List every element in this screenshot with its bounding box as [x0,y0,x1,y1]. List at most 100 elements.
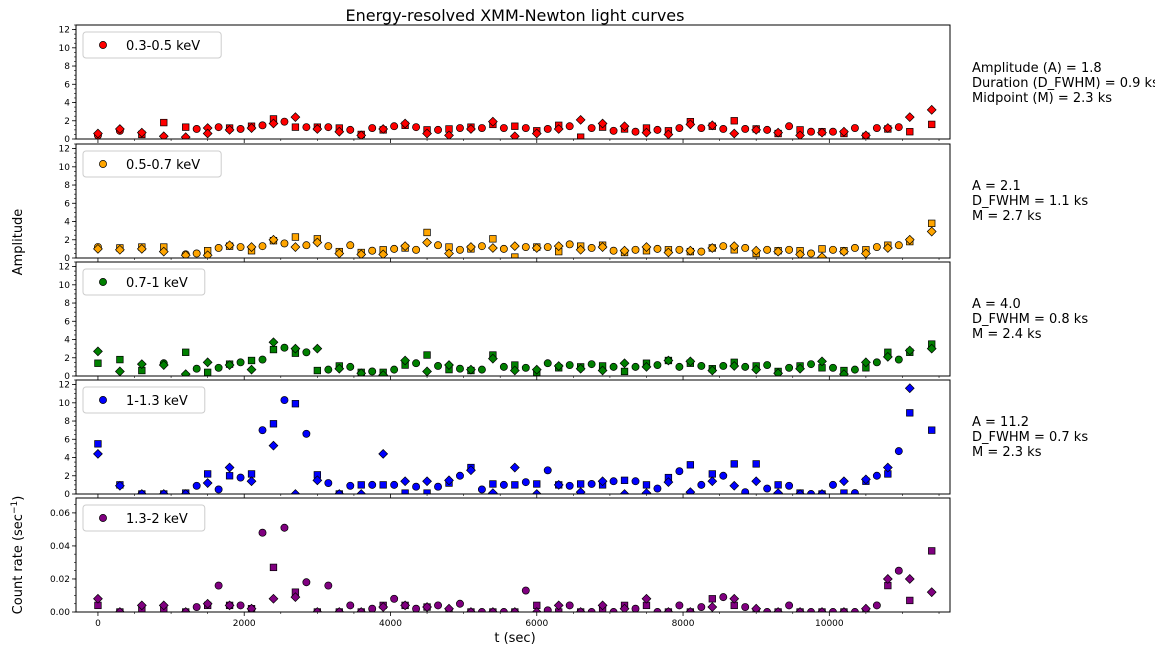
data-point [685,119,696,130]
y-tick-label: 8 [64,62,70,72]
data-point [368,480,377,489]
legend: 1.3-2 keV [82,504,206,532]
data-point [400,241,411,252]
data-point [763,608,772,612]
y-tick-label: 10 [59,44,71,54]
data-point [422,366,432,376]
data-point [795,130,805,139]
data-point [258,355,267,364]
data-point [587,480,596,488]
data-point [575,363,586,374]
data-point [434,241,442,250]
data-point [487,116,498,127]
data-point [202,598,213,609]
data-point [729,480,740,491]
legend-marker [99,160,107,168]
data-point [631,477,640,486]
data-point [378,448,389,459]
data-point [93,346,103,357]
data-point [180,250,191,258]
data-point [224,360,235,370]
data-point [531,489,542,494]
data-point [631,604,640,612]
data-point [829,127,837,136]
data-point [785,363,794,372]
data-point [686,461,695,469]
data-point [114,124,125,134]
data-point [817,127,827,138]
data-point [763,361,772,370]
x-tick-label: 6000 [525,619,548,629]
data-point [236,358,245,367]
data-point [258,121,267,130]
data-point [346,125,355,134]
x-tick-label: 0 [95,619,101,629]
data-point [894,447,903,456]
data-point [182,348,190,356]
data-point [620,476,629,484]
data-point [926,587,937,598]
data-point [839,246,849,257]
data-point [444,360,454,370]
data-point [619,603,630,612]
data-point [619,245,630,256]
data-point [368,246,377,255]
data-point [346,241,355,250]
fit-annotation: A = 11.2D_FWHM = 0.7 ksM = 2.3 ks [972,415,1088,460]
data-point [114,607,125,612]
data-point [795,489,805,494]
fit-annotation-line: A = 2.1 [972,179,1021,194]
data-point [214,123,223,132]
data-point [597,118,608,129]
data-point [214,363,223,372]
data-point [697,362,706,370]
data-point [829,480,837,489]
data-point [291,233,300,241]
data-point [412,359,421,368]
legend-box [82,268,206,296]
fit-annotation-line: M = 2.7 ks [972,209,1042,224]
fit-annotation-line: A = 11.2 [972,415,1029,430]
data-point [773,488,784,494]
data-point [334,363,345,374]
data-point [839,126,849,137]
data-point [850,608,859,612]
data-point [434,362,442,370]
data-point [246,603,257,612]
data-point [707,365,718,376]
data-point [807,127,815,136]
data-point [390,244,399,253]
data-point [247,356,256,365]
x-tick-label: 2000 [233,619,256,629]
legend: 1-1.3 keV [82,386,206,414]
data-point [268,118,279,129]
data-point [466,364,476,375]
data-point [719,593,728,602]
data-point [378,249,389,258]
data-point [894,566,903,575]
data-point [291,400,300,408]
data-point [928,547,936,555]
shared-y-axis-label: Amplitude [11,209,26,276]
data-point [214,485,223,494]
data-point [180,607,191,612]
data-points [93,219,937,258]
data-point [269,420,278,428]
data-point [511,253,519,258]
panel-5: 0.00 0.02 0.04 0.06 0 2000 4000 6000 8000 10000 1.… [50,497,951,629]
legend: 0.3-0.5 keV [82,31,222,59]
data-point [509,462,520,473]
data-point [214,581,223,590]
data-point [641,127,652,138]
data-point [302,241,311,250]
data-point [521,586,530,595]
data-point [158,131,169,139]
data-point [521,124,530,133]
data-point [357,481,365,489]
data-point [818,245,826,253]
data-point [872,471,881,480]
y-tick-label: 4 [64,99,70,109]
data-point [412,482,421,491]
data-point [511,481,519,489]
data-point [422,237,432,248]
